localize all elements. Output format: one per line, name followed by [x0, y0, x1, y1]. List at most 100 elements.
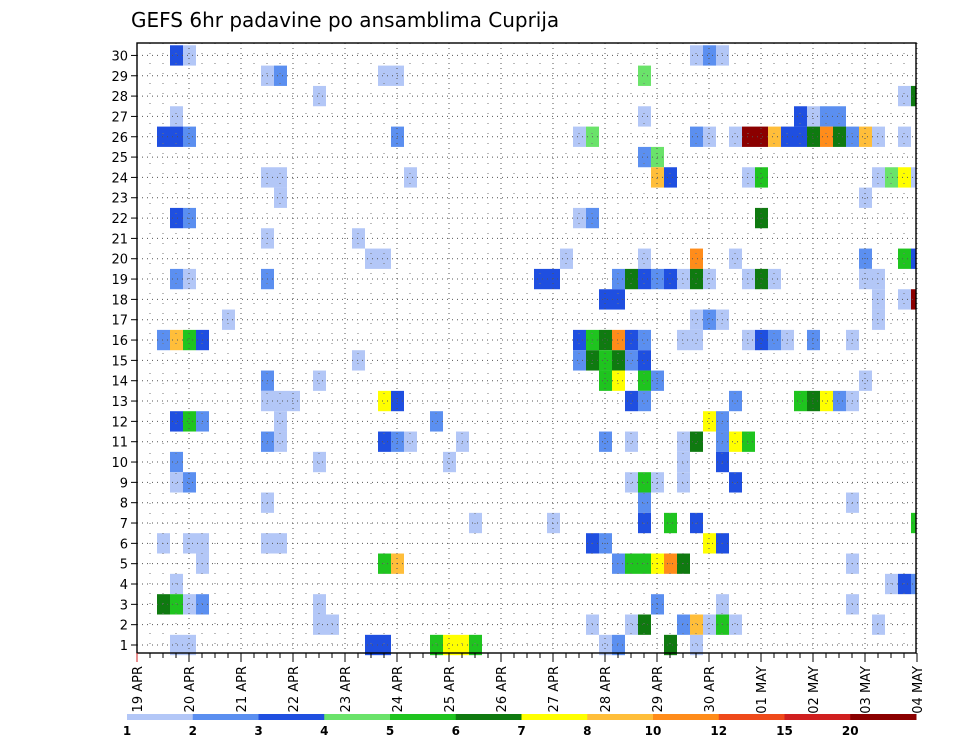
- heatmap-cell: [534, 268, 547, 290]
- heatmap-cell: [820, 106, 833, 127]
- colorbar-swatch: [258, 714, 325, 720]
- y-tick-label: 30: [111, 49, 128, 64]
- heatmap-cell: [703, 45, 716, 66]
- heatmap-cell: [677, 451, 690, 473]
- heatmap-cell: [729, 248, 742, 269]
- heatmap-cell: [638, 106, 651, 127]
- heatmap-cell: [807, 329, 820, 351]
- heatmap-cell: [352, 228, 365, 249]
- x-tick-label: 03 MAY: [859, 666, 874, 714]
- heatmap-cell: [690, 614, 703, 635]
- heatmap-cell: [183, 45, 196, 66]
- heatmap-cell: [690, 126, 703, 147]
- heatmap-cell: [729, 431, 742, 452]
- colorbar-swatch: [850, 714, 917, 720]
- y-tick-label: 19: [111, 273, 128, 288]
- heatmap-cell: [170, 106, 183, 127]
- heatmap-cell: [183, 634, 196, 656]
- heatmap-cell: [170, 126, 183, 147]
- heatmap-cell: [898, 289, 911, 310]
- heatmap-cell: [872, 614, 885, 635]
- x-tick-label: 24 APR: [391, 666, 406, 712]
- heatmap-cell: [430, 411, 443, 432]
- x-axis-ticks: 19 APR 20 APR 21 APR 22 APR 23 APR 24 APR 25 A…: [131, 653, 926, 714]
- heatmap-cell: [612, 634, 625, 656]
- heatmap-cell: [573, 350, 586, 371]
- colorbar-swatch: [587, 714, 654, 720]
- heatmap-cell: [885, 573, 898, 595]
- chart-title: GEFS 6hr padavine po ansamblima Cuprija: [131, 8, 559, 32]
- heatmap-cell: [404, 167, 417, 188]
- y-tick-label: 6: [120, 537, 128, 552]
- heatmap-cell: [872, 167, 885, 188]
- heatmap-cell: [274, 390, 287, 412]
- x-tick-label: 22 APR: [287, 666, 302, 712]
- heatmap-cell: [677, 431, 690, 452]
- colorbar-label: 1: [123, 724, 131, 738]
- y-tick-label: 24: [111, 171, 128, 186]
- heatmap-cell: [183, 126, 196, 147]
- heatmap-cell: [872, 289, 885, 310]
- heatmap-cell: [755, 126, 768, 147]
- heatmap-cell: [625, 431, 638, 452]
- heatmap-cell: [794, 390, 807, 412]
- heatmap-cell: [898, 167, 911, 188]
- heatmap-cell: [170, 451, 183, 473]
- colorbar-label: 7: [517, 724, 525, 738]
- heatmap-cell: [833, 390, 846, 412]
- heatmap-cell: [742, 268, 755, 290]
- heatmap-cell: [274, 431, 287, 452]
- colorbar-swatch: [784, 714, 851, 720]
- heatmap-cell: [625, 614, 638, 635]
- y-tick-label: 9: [120, 476, 128, 491]
- heatmap-cell: [378, 634, 391, 656]
- heatmap-cell: [729, 390, 742, 412]
- heatmap-cell: [625, 329, 638, 351]
- heatmap-cell: [638, 472, 651, 493]
- y-tick-label: 28: [111, 90, 128, 105]
- y-tick-label: 14: [111, 375, 128, 390]
- heatmap-cell: [573, 207, 586, 229]
- heatmap-cell: [274, 411, 287, 432]
- colorbar-label: 2: [189, 724, 197, 738]
- heatmap-cell: [547, 268, 560, 290]
- heatmap-cell: [183, 594, 196, 615]
- heatmap-cell: [664, 268, 677, 290]
- y-tick-label: 20: [111, 253, 128, 268]
- heatmap-cell: [625, 390, 638, 412]
- heatmap-cell: [313, 85, 326, 107]
- y-tick-label: 26: [111, 131, 128, 146]
- y-tick-label: 17: [111, 314, 128, 329]
- y-tick-label: 11: [111, 436, 128, 451]
- heatmap-cell: [638, 268, 651, 290]
- heatmap-cell: [755, 329, 768, 351]
- heatmap-cell: [599, 289, 612, 310]
- heatmap-cell: [911, 289, 916, 310]
- heatmap-cell: [183, 268, 196, 290]
- heatmap-cell: [859, 187, 872, 208]
- x-tick-label: 19 APR: [131, 666, 146, 712]
- heatmap-cell: [677, 268, 690, 290]
- heatmap-cell: [170, 207, 183, 229]
- y-tick-label: 1: [120, 639, 128, 654]
- heatmap-cell: [599, 329, 612, 351]
- heatmap-cell: [768, 329, 781, 351]
- heatmap-cell: [274, 65, 287, 86]
- heatmap-cell: [885, 167, 898, 188]
- colorbar-swatch: [718, 714, 785, 720]
- heatmap-cell: [378, 390, 391, 412]
- heatmap-cell: [170, 634, 183, 656]
- heatmap-cell: [638, 370, 651, 391]
- heatmap-cell: [703, 268, 716, 290]
- heatmap-cell: [170, 268, 183, 290]
- heatmap-cell: [170, 411, 183, 432]
- heatmap-cell: [898, 126, 911, 147]
- x-tick-label: 02 MAY: [807, 666, 822, 714]
- heatmap-cell: [573, 126, 586, 147]
- x-tick-label: 25 APR: [443, 666, 458, 712]
- heatmap-cell: [690, 329, 703, 351]
- heatmap-cell: [703, 411, 716, 432]
- heatmap-cell: [794, 106, 807, 127]
- heatmap-cell: [430, 634, 443, 656]
